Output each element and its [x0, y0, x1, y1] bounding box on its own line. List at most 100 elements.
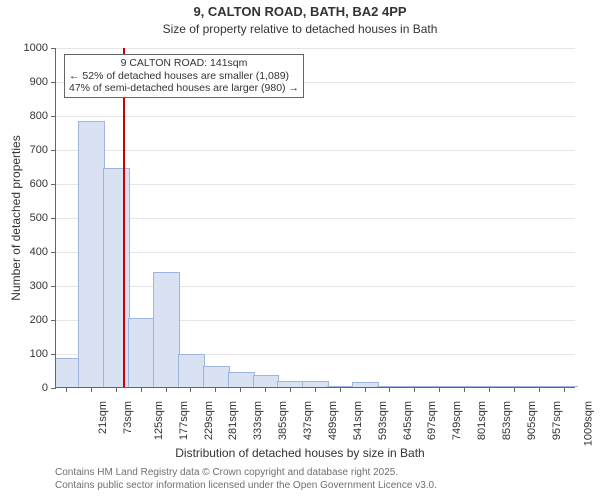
y-axis-label: Number of detached properties — [9, 135, 23, 300]
xtick-mark — [365, 387, 366, 392]
bar — [302, 381, 329, 387]
xtick-label: 645sqm — [402, 401, 414, 440]
gridline-h — [56, 150, 575, 151]
xtick-mark — [290, 387, 291, 392]
ytick-mark — [51, 388, 56, 389]
xtick-mark — [564, 387, 565, 392]
ytick-label: 800 — [30, 110, 48, 122]
ytick-label: 500 — [30, 212, 48, 224]
xtick-mark — [215, 387, 216, 392]
xtick-mark — [265, 387, 266, 392]
xtick-mark — [340, 387, 341, 392]
xtick-label: 73sqm — [122, 401, 134, 434]
footer-line-2: Contains public sector information licen… — [55, 479, 437, 492]
xtick-label: 333sqm — [252, 401, 264, 440]
marker-line — [123, 48, 125, 387]
ytick-mark — [51, 150, 56, 151]
ytick-label: 600 — [30, 178, 48, 190]
ytick-label: 0 — [42, 382, 48, 394]
bar — [228, 372, 255, 387]
xtick-mark — [464, 387, 465, 392]
xtick-label: 385sqm — [277, 401, 289, 440]
ytick-label: 1000 — [24, 42, 48, 54]
xtick-mark — [141, 387, 142, 392]
footer-line-1: Contains HM Land Registry data © Crown c… — [55, 466, 437, 479]
bar — [178, 354, 205, 387]
plot-area: 0100200300400500600700800900100021sqm73s… — [55, 48, 575, 388]
xtick-label: 541sqm — [352, 401, 364, 440]
ytick-mark — [51, 82, 56, 83]
xtick-label: 801sqm — [476, 401, 488, 440]
xtick-label: 229sqm — [203, 401, 215, 440]
ytick-mark — [51, 116, 56, 117]
footer-attribution: Contains HM Land Registry data © Crown c… — [55, 466, 437, 492]
bar — [402, 386, 429, 387]
ytick-label: 200 — [30, 314, 48, 326]
annotation-box: 9 CALTON ROAD: 141sqm← 52% of detached h… — [64, 54, 304, 98]
xtick-mark — [315, 387, 316, 392]
xtick-mark — [514, 387, 515, 392]
xtick-mark — [489, 387, 490, 392]
bar — [427, 386, 454, 387]
ytick-mark — [51, 320, 56, 321]
annotation-line-3: 47% of semi-detached houses are larger (… — [69, 82, 299, 95]
xtick-mark — [389, 387, 390, 392]
annotation-line-1: 9 CALTON ROAD: 141sqm — [69, 57, 299, 70]
xtick-label: 957sqm — [551, 401, 563, 440]
gridline-h — [56, 252, 575, 253]
x-axis-label: Distribution of detached houses by size … — [0, 446, 600, 460]
bar — [352, 382, 379, 387]
gridline-h — [56, 184, 575, 185]
xtick-mark — [66, 387, 67, 392]
gridline-h — [56, 116, 575, 117]
ytick-mark — [51, 252, 56, 253]
xtick-label: 697sqm — [427, 401, 439, 440]
bar — [377, 386, 404, 387]
bar — [128, 318, 155, 387]
xtick-label: 281sqm — [228, 401, 240, 440]
gridline-h — [56, 48, 575, 49]
bar — [56, 358, 79, 387]
xtick-mark — [414, 387, 415, 392]
ytick-mark — [51, 354, 56, 355]
bar — [203, 366, 230, 387]
xtick-label: 437sqm — [302, 401, 314, 440]
ytick-label: 700 — [30, 144, 48, 156]
bar — [253, 375, 280, 387]
xtick-label: 125sqm — [153, 401, 165, 440]
gridline-h — [56, 218, 575, 219]
xtick-mark — [439, 387, 440, 392]
ytick-label: 300 — [30, 280, 48, 292]
bar — [526, 386, 553, 387]
ytick-mark — [51, 184, 56, 185]
ytick-label: 100 — [30, 348, 48, 360]
xtick-label: 749sqm — [451, 401, 463, 440]
xtick-mark — [166, 387, 167, 392]
bar — [551, 386, 578, 387]
bar — [476, 386, 503, 387]
ytick-label: 400 — [30, 246, 48, 258]
xtick-mark — [539, 387, 540, 392]
bar — [501, 386, 528, 387]
title-main: 9, CALTON ROAD, BATH, BA2 4PP — [0, 4, 600, 19]
xtick-mark — [190, 387, 191, 392]
ytick-mark — [51, 218, 56, 219]
bar — [452, 386, 479, 387]
chart-container: 9, CALTON ROAD, BATH, BA2 4PP Size of pr… — [0, 0, 600, 500]
xtick-label: 489sqm — [327, 401, 339, 440]
bar — [277, 381, 304, 387]
xtick-mark — [91, 387, 92, 392]
bar — [327, 386, 354, 387]
xtick-mark — [116, 387, 117, 392]
ytick-label: 900 — [30, 76, 48, 88]
xtick-label: 21sqm — [97, 401, 109, 434]
xtick-label: 853sqm — [501, 401, 513, 440]
title-sub: Size of property relative to detached ho… — [0, 22, 600, 36]
ytick-mark — [51, 48, 56, 49]
xtick-mark — [240, 387, 241, 392]
bar — [153, 272, 180, 387]
bar — [78, 121, 105, 387]
bar — [103, 168, 130, 387]
xtick-label: 1009sqm — [582, 401, 594, 446]
ytick-mark — [51, 286, 56, 287]
